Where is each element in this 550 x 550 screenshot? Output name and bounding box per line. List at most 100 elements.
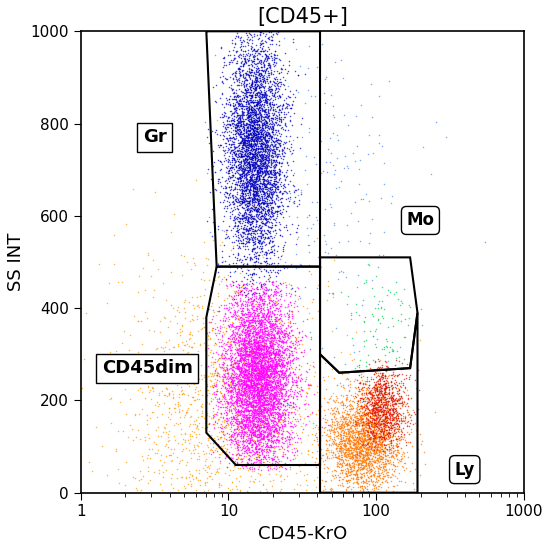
Point	[215, 395, 224, 404]
Point	[388, 387, 397, 396]
Point	[236, 342, 245, 351]
Point	[246, 377, 255, 386]
Point	[266, 161, 275, 170]
Point	[256, 358, 265, 366]
Point	[256, 401, 265, 410]
Point	[243, 160, 252, 168]
Point	[249, 136, 258, 145]
Point	[372, 428, 381, 437]
Point	[265, 348, 274, 357]
Point	[251, 437, 260, 446]
Point	[382, 361, 390, 370]
Point	[252, 75, 261, 84]
Point	[267, 194, 276, 202]
Point	[235, 148, 244, 157]
Point	[245, 350, 254, 359]
Point	[271, 348, 279, 357]
Point	[246, 433, 255, 442]
Point	[163, 350, 172, 359]
Point	[261, 369, 270, 378]
Point	[388, 416, 397, 425]
Point	[227, 417, 235, 426]
Point	[262, 377, 271, 386]
Point	[360, 447, 369, 455]
Point	[237, 266, 246, 275]
Point	[343, 487, 351, 496]
Point	[248, 193, 257, 202]
Point	[229, 309, 238, 318]
Point	[375, 440, 383, 449]
Point	[267, 277, 276, 286]
Point	[218, 197, 227, 206]
Point	[260, 367, 269, 376]
Point	[260, 92, 268, 101]
Point	[260, 397, 268, 406]
Point	[262, 233, 271, 242]
Point	[258, 94, 267, 103]
Point	[258, 442, 267, 450]
Point	[249, 331, 258, 340]
Point	[340, 469, 349, 477]
Point	[267, 349, 276, 358]
Point	[217, 257, 226, 266]
Point	[277, 370, 285, 378]
Point	[238, 213, 247, 222]
Point	[370, 401, 378, 410]
Point	[393, 409, 402, 418]
Point	[269, 245, 278, 254]
Point	[382, 404, 391, 412]
Point	[246, 402, 255, 410]
Point	[253, 376, 262, 384]
Point	[382, 416, 390, 425]
Point	[233, 449, 241, 458]
Point	[386, 424, 395, 432]
Point	[266, 397, 275, 405]
Point	[225, 343, 234, 351]
Point	[256, 80, 265, 89]
Point	[246, 411, 255, 420]
Point	[388, 470, 397, 478]
Point	[240, 182, 249, 191]
Point	[266, 351, 275, 360]
Point	[367, 434, 376, 443]
Point	[270, 310, 278, 318]
Point	[237, 86, 246, 95]
Point	[340, 414, 349, 423]
Point	[387, 436, 395, 444]
Point	[250, 378, 258, 387]
Point	[236, 366, 245, 375]
Point	[139, 471, 147, 480]
Point	[223, 436, 232, 444]
Point	[258, 412, 267, 421]
Point	[246, 118, 255, 127]
Point	[256, 227, 265, 235]
Point	[279, 188, 288, 197]
Point	[269, 323, 278, 332]
Point	[374, 403, 383, 412]
Point	[228, 385, 237, 394]
Point	[274, 353, 283, 361]
Point	[276, 361, 284, 370]
Point	[234, 443, 243, 452]
Point	[279, 370, 288, 379]
Point	[209, 447, 218, 456]
Point	[232, 389, 241, 398]
Point	[254, 371, 262, 380]
Point	[255, 235, 264, 244]
Point	[377, 445, 386, 454]
Point	[266, 379, 275, 388]
Point	[269, 319, 278, 328]
Point	[260, 289, 268, 298]
Point	[267, 279, 276, 288]
Point	[339, 427, 348, 436]
Point	[369, 411, 378, 420]
Point	[246, 436, 255, 444]
Point	[256, 130, 265, 139]
Point	[364, 444, 372, 453]
Point	[270, 399, 278, 408]
Point	[271, 345, 280, 354]
Point	[261, 50, 270, 59]
Point	[223, 414, 232, 422]
Point	[200, 322, 208, 331]
Point	[397, 379, 405, 388]
